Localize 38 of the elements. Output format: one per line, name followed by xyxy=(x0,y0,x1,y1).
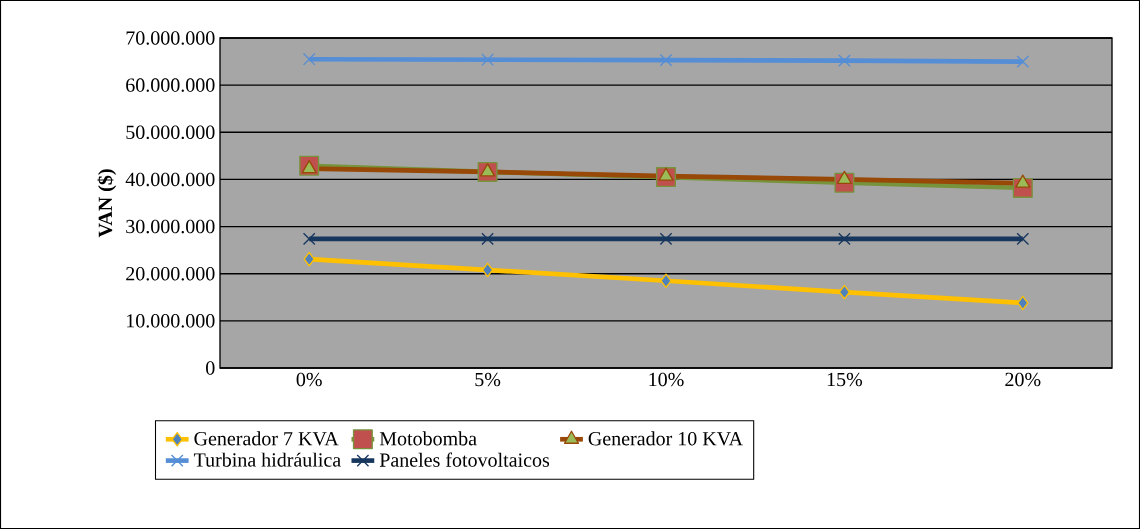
point xyxy=(1015,174,1031,188)
point xyxy=(836,170,852,185)
point xyxy=(838,284,851,300)
x-tick-label: 15% xyxy=(827,372,863,387)
point xyxy=(659,232,673,246)
point xyxy=(838,232,851,246)
x-tick-label: 0% xyxy=(296,372,322,387)
point xyxy=(481,262,494,278)
x-tick-label: 10% xyxy=(649,372,684,387)
point xyxy=(481,53,494,67)
point xyxy=(838,54,851,67)
point xyxy=(1016,55,1030,68)
legend-label: Turbina hidráulica xyxy=(193,452,341,467)
point xyxy=(658,167,674,181)
y-axis-title: VAN ($) xyxy=(97,169,117,238)
point xyxy=(1016,232,1030,246)
point xyxy=(480,163,496,177)
x-tick-label: 20% xyxy=(1005,372,1041,387)
legend-label: Motobomba xyxy=(379,431,477,446)
y-tick-label: 20.000.000 xyxy=(126,266,215,281)
y-tick-label: 0 xyxy=(206,361,215,375)
point xyxy=(659,53,673,67)
legend-label: Generador 10 KVA xyxy=(588,431,743,446)
y-tick-label: 40.000.000 xyxy=(125,172,215,187)
y-tick-label: 30.000.000 xyxy=(126,219,215,234)
point xyxy=(303,251,315,267)
point xyxy=(302,232,316,246)
y-tick-label: 60.000.000 xyxy=(126,78,215,92)
point xyxy=(302,52,316,66)
point xyxy=(660,273,672,289)
y-tick-label: 10.000.000 xyxy=(127,314,215,328)
x-tick-label: 5% xyxy=(475,372,501,387)
legend-label: Generador 7 KVA xyxy=(194,431,339,446)
point xyxy=(1017,295,1029,311)
y-tick-label: 50.000.000 xyxy=(126,125,215,140)
legend-label: Paneles fotovoltaicos xyxy=(379,452,550,467)
point xyxy=(481,232,494,246)
y-tick-label: 70.000.000 xyxy=(126,31,215,45)
